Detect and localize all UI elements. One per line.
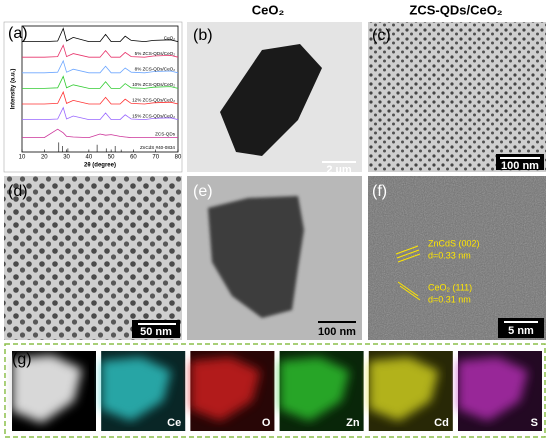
- annotation: d=0.31 nm: [428, 294, 471, 304]
- header-right: ZCS-QDs/CeO₂: [409, 2, 502, 17]
- crystal: [220, 44, 322, 156]
- haadf-particle: [12, 355, 82, 423]
- map-signal: [190, 357, 261, 421]
- panel-label: (b): [193, 27, 213, 44]
- series-label: 12% ZCS-QDs/CeO₂: [132, 98, 175, 103]
- map-label: Ce: [167, 417, 181, 429]
- x-tick-label: 20: [41, 155, 48, 161]
- mapping-row: Ce O Zn Cd S: [12, 351, 542, 431]
- x-tick-label: 80: [175, 155, 182, 161]
- xrd-curve: [22, 128, 178, 139]
- x-tick-label: 30: [63, 155, 70, 161]
- lattice-marks: [395, 245, 421, 301]
- series-label: 8% ZCS-QDs/CeO₂: [135, 67, 176, 72]
- x-tick-label: 40: [86, 155, 93, 161]
- panel-a: [3, 21, 183, 173]
- y-axis-label: Intensity (a.u.): [11, 69, 17, 110]
- x-axis-label: 2θ (degree): [84, 163, 116, 169]
- x-tick-label: 50: [108, 155, 115, 161]
- annotation: ZnCdS (002): [428, 238, 480, 248]
- series-label: 5% ZCS-QDs/CeO₂: [135, 51, 176, 56]
- xrd-chart: 10 20 30 40 50 60 70 80 2θ (degree) Intensity (a.…: [11, 25, 182, 169]
- scale-bar-label: 100 nm: [318, 326, 356, 338]
- xrd-curve: [22, 59, 179, 74]
- panel-label: (f): [372, 183, 387, 200]
- map-label: O: [262, 417, 271, 429]
- reference-label: ZnCdS #40-0834: [140, 145, 175, 150]
- xrd-curve: [22, 106, 179, 121]
- annotation: CeO₂ (111): [428, 282, 472, 292]
- xrd-curve: [22, 27, 179, 43]
- map-signal: [368, 357, 439, 421]
- nanoparticles: [368, 22, 546, 172]
- series-label: ZCS-QDs: [155, 131, 176, 136]
- xrd-curve: [22, 90, 179, 105]
- particle: [208, 196, 304, 318]
- panel-label: (a): [8, 25, 28, 42]
- nanoparticles: [4, 176, 182, 340]
- header-left: CeO₂: [252, 2, 285, 17]
- panel-label: (e): [193, 183, 213, 200]
- panel-g-frame: [4, 343, 546, 438]
- annotation: d=0.33 nm: [428, 250, 471, 260]
- map-signal: [101, 357, 172, 421]
- x-tick-label: 10: [19, 155, 26, 161]
- scale-bar-label: 5 nm: [508, 325, 534, 337]
- map-label: S: [531, 417, 538, 429]
- x-tick-label: 70: [152, 155, 159, 161]
- map-label: Zn: [346, 417, 360, 429]
- panel-label: (d): [8, 183, 28, 200]
- series-label: CeO₂: [164, 35, 175, 40]
- map-label: Cd: [434, 417, 449, 429]
- xrd-curve: [22, 75, 179, 89]
- x-tick-label: 60: [130, 155, 137, 161]
- map-signal: [458, 357, 528, 421]
- panel-label: (g): [12, 351, 32, 368]
- series-label: 15% ZCS-QDs/CeO₂: [132, 113, 175, 118]
- map-signal: [279, 357, 350, 421]
- scale-bar-label: 50 nm: [140, 326, 172, 338]
- scale-bar-label: 100 nm: [501, 160, 539, 172]
- scale-bar-label: 2 µm: [326, 164, 352, 176]
- xrd-curve: [22, 44, 179, 58]
- plot-frame: [21, 25, 179, 153]
- panel-label: (c): [372, 27, 391, 44]
- series-label: 10% ZCS-QDs/CeO₂: [132, 82, 175, 87]
